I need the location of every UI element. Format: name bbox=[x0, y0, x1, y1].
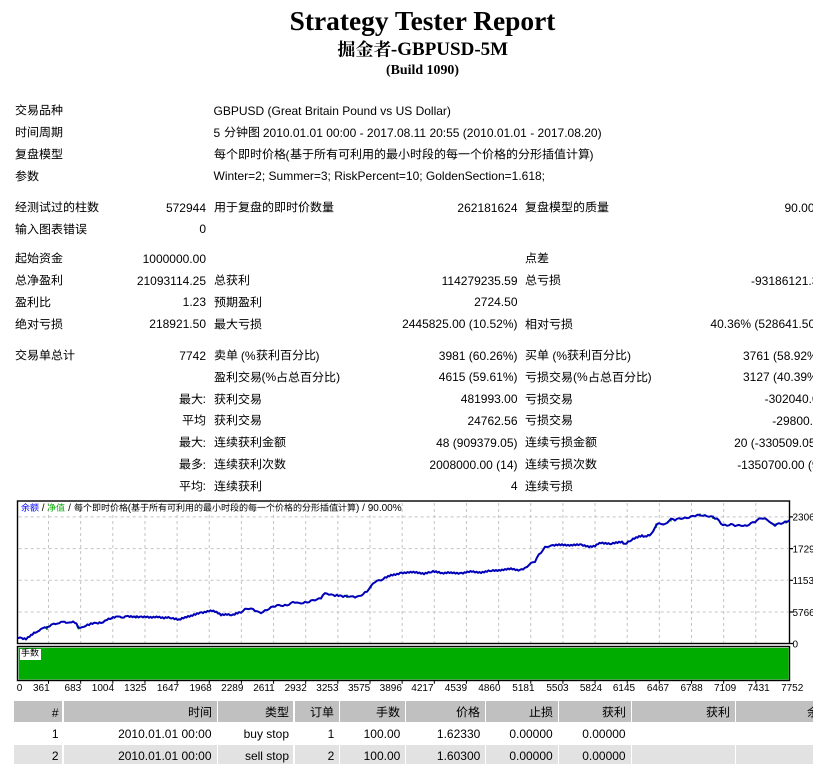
svg-text:1004: 1004 bbox=[92, 683, 115, 694]
svg-text:4217: 4217 bbox=[411, 683, 434, 694]
svg-text:6145: 6145 bbox=[613, 683, 636, 694]
svg-text:4539: 4539 bbox=[445, 683, 468, 694]
svg-text:0: 0 bbox=[17, 683, 23, 694]
svg-text:6788: 6788 bbox=[680, 683, 703, 694]
svg-text:2611: 2611 bbox=[253, 683, 275, 694]
svg-text:2289: 2289 bbox=[221, 683, 244, 694]
svg-text:2932: 2932 bbox=[285, 683, 308, 694]
svg-text:5503: 5503 bbox=[546, 683, 569, 694]
svg-text:7752: 7752 bbox=[781, 683, 804, 694]
svg-text:1968: 1968 bbox=[189, 683, 212, 694]
svg-text:3575: 3575 bbox=[348, 683, 371, 694]
svg-text:1729: 1729 bbox=[793, 544, 813, 555]
svg-text:1325: 1325 bbox=[124, 683, 147, 694]
svg-text:4860: 4860 bbox=[478, 683, 501, 694]
svg-text:3253: 3253 bbox=[316, 683, 339, 694]
svg-text:7109: 7109 bbox=[714, 683, 737, 694]
svg-text:1647: 1647 bbox=[157, 683, 180, 694]
svg-text:2306: 2306 bbox=[793, 513, 813, 524]
svg-text:683: 683 bbox=[65, 683, 82, 694]
svg-text:361: 361 bbox=[33, 683, 50, 694]
svg-text:7431: 7431 bbox=[747, 683, 770, 694]
svg-text:1153: 1153 bbox=[793, 576, 813, 587]
svg-text:0: 0 bbox=[793, 639, 799, 650]
svg-text:5181: 5181 bbox=[512, 683, 535, 694]
svg-text:3896: 3896 bbox=[380, 683, 403, 694]
svg-text:5824: 5824 bbox=[580, 683, 603, 694]
svg-text:5766: 5766 bbox=[793, 608, 813, 619]
svg-text:6467: 6467 bbox=[647, 683, 670, 694]
